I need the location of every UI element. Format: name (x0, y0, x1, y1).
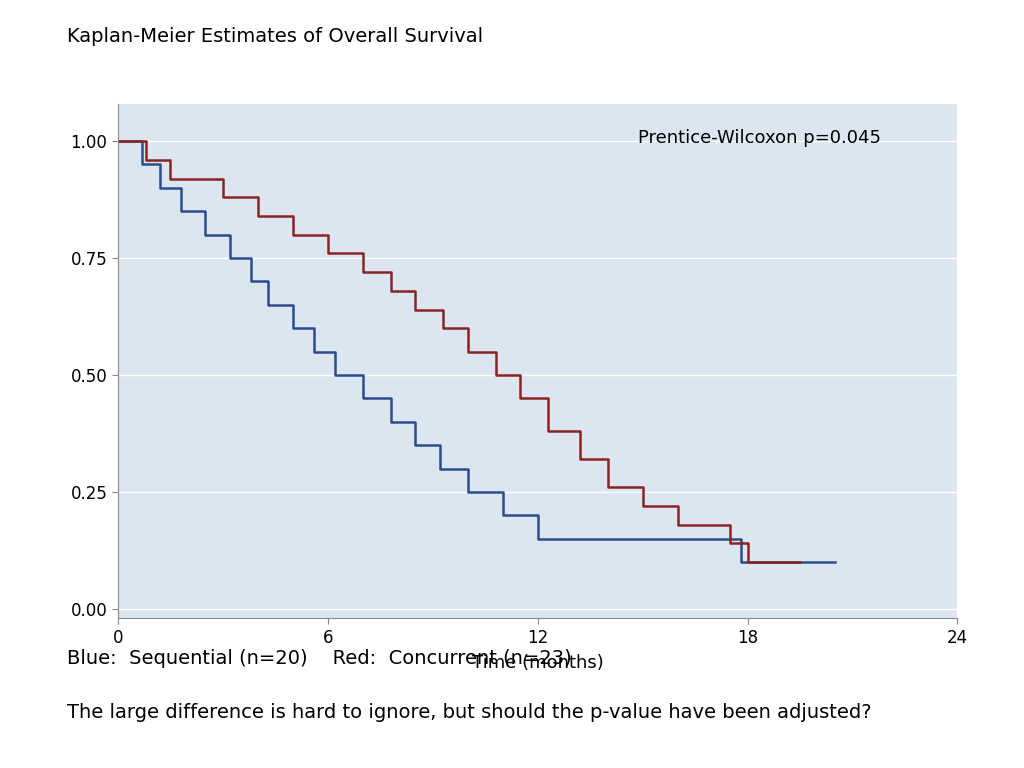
Text: Prentice-Wilcoxon p=0.045: Prentice-Wilcoxon p=0.045 (638, 130, 882, 147)
Text: The large difference is hard to ignore, but should the p-value have been adjuste: The large difference is hard to ignore, … (67, 703, 871, 722)
Text: Blue:  Sequential (n=20)    Red:  Concurrent (n=23): Blue: Sequential (n=20) Red: Concurrent … (67, 649, 571, 668)
X-axis label: Time (months): Time (months) (472, 654, 603, 671)
Text: Kaplan-Meier Estimates of Overall Survival: Kaplan-Meier Estimates of Overall Surviv… (67, 27, 482, 46)
